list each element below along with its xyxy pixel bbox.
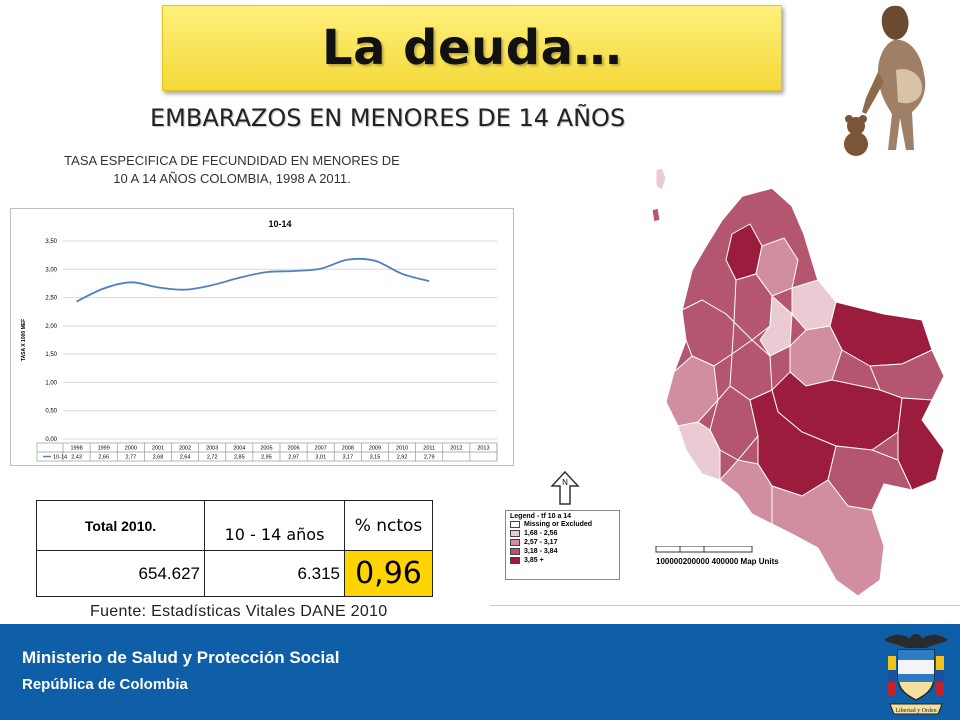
legend-swatch — [510, 557, 520, 564]
y-tick-label: 2,50 — [45, 296, 57, 302]
data-label: 3,01 — [315, 455, 326, 461]
y-tick-label: 0,50 — [45, 409, 57, 415]
data-label: 2,64 — [180, 455, 191, 461]
footer-bar — [0, 624, 960, 720]
data-label: 2,43 — [71, 455, 82, 461]
data-label: 2,66 — [98, 455, 109, 461]
header-age-group: 10 - 14 años — [204, 500, 345, 551]
header-total: Total 2010. — [36, 500, 205, 551]
x-tick-label: 2006 — [287, 446, 299, 452]
source-note: Fuente: Estadísticas Vitales DANE 2010 — [90, 603, 388, 620]
data-label: 2,92 — [397, 455, 408, 461]
series-line-10-14 — [76, 257, 430, 303]
legend-title: Legend - tf 10 a 14 — [510, 513, 572, 520]
data-label: 2,68 — [153, 455, 164, 461]
x-tick-label: 2002 — [179, 446, 191, 452]
slide-title: La deuda… — [321, 20, 623, 76]
x-tick-label: 2009 — [369, 446, 381, 452]
x-tick-label: 1998 — [70, 446, 82, 452]
legend-item: 1,68 - 2,56 — [510, 529, 615, 538]
fertility-rate-chart: 10-14 TASA X 1000 MEF 0,00 0,50 1,00 1,50 2,00… — [10, 208, 514, 466]
x-tick-label: 2011 — [423, 446, 435, 452]
north-label: N — [562, 478, 568, 487]
divider — [490, 605, 960, 606]
x-tick-label: 2001 — [152, 446, 164, 452]
title-banner: La deuda… — [162, 5, 782, 91]
pregnant-girl-illustration — [844, 5, 926, 156]
legend-label: 1,68 - 2,56 — [524, 530, 558, 537]
x-tick-label: 2004 — [233, 446, 245, 452]
table-row: 654.627 6.315 0,96 — [36, 550, 433, 597]
y-tick-label: 1,00 — [45, 380, 57, 386]
age-group-births-value: 6.315 — [204, 550, 345, 597]
data-label: 2,97 — [288, 455, 299, 461]
data-label: 2,77 — [125, 455, 136, 461]
y-tick-label: 1,50 — [45, 352, 57, 358]
map-legend: Legend - tf 10 a 14 Missing or Excluded … — [505, 510, 620, 580]
scale-labels: 100000200000 400000 Map Units — [656, 557, 779, 566]
legend-label: 2,57 - 3,17 — [524, 539, 558, 546]
y-tick-label: 2,00 — [45, 324, 57, 330]
summary-table: Total 2010. 10 - 14 años % nctos 654.627… — [36, 500, 433, 597]
legend-label: 3,18 - 3,84 — [524, 548, 558, 555]
legend-label: Missing or Excluded — [524, 521, 593, 528]
legend-item: Missing or Excluded — [510, 520, 615, 529]
y-tick-label: 0,00 — [45, 437, 57, 443]
country-name: República de Colombia — [22, 676, 188, 693]
x-tick-label: 2012 — [450, 446, 462, 452]
data-label: 2,79 — [424, 455, 435, 461]
legend-item: 3,18 - 3,84 — [510, 547, 615, 556]
x-tick-label: 2000 — [125, 446, 137, 452]
legend-swatch — [510, 539, 520, 546]
x-tick-label: 1999 — [98, 446, 110, 452]
data-label: 3,15 — [370, 455, 381, 461]
svg-text:Libertad y Orden: Libertad y Orden — [895, 708, 936, 714]
ministry-name: Ministerio de Salud y Protección Social — [22, 648, 340, 667]
line-chart-svg: 10-14 TASA X 1000 MEF 0,00 0,50 1,00 1,50 2,00… — [21, 219, 498, 462]
header-percent: % nctos — [344, 500, 433, 551]
legend-label: 3,85 + — [524, 557, 544, 564]
y-tick-label: 3,50 — [45, 239, 57, 245]
data-label: 3,17 — [342, 455, 353, 461]
x-tick-label: 2007 — [315, 446, 327, 452]
y-tick-label: 3,00 — [45, 267, 57, 273]
north-arrow-icon: N — [550, 470, 580, 505]
y-axis-label: TASA X 1000 MEF — [21, 319, 27, 361]
legend-swatch — [510, 521, 520, 528]
legend-item: 2,57 - 3,17 — [510, 538, 615, 547]
data-label: 2,95 — [261, 455, 272, 461]
x-tick-label: 2010 — [396, 446, 408, 452]
colombia-choropleth-map — [651, 167, 944, 597]
chart-caption: TASA ESPECIFICA DE FECUNDIDAD EN MENORES… — [60, 152, 404, 188]
map-scale-bar — [655, 546, 753, 553]
data-label: 2,85 — [234, 455, 245, 461]
slide-subtitle: EMBARAZOS EN MENORES DE 14 AÑOS — [150, 104, 626, 132]
data-label: 2,72 — [207, 455, 218, 461]
legend-item: 3,85 + — [510, 556, 615, 565]
x-tick-label: 2008 — [342, 446, 354, 452]
x-tick-label: 2013 — [477, 446, 489, 452]
percent-births-value: 0,96 — [344, 550, 433, 597]
chart-title: 10-14 — [268, 219, 291, 229]
table-row: Total 2010. 10 - 14 años % nctos — [36, 500, 433, 551]
total-births-value: 654.627 — [36, 550, 205, 597]
coat-of-arms-logo: Libertad y Orden — [884, 634, 948, 715]
legend-series-label: 10-14 — [53, 455, 67, 461]
legend-swatch — [510, 530, 520, 537]
x-tick-label: 2005 — [260, 446, 272, 452]
x-tick-label: 2003 — [206, 446, 218, 452]
legend-swatch — [510, 548, 520, 555]
